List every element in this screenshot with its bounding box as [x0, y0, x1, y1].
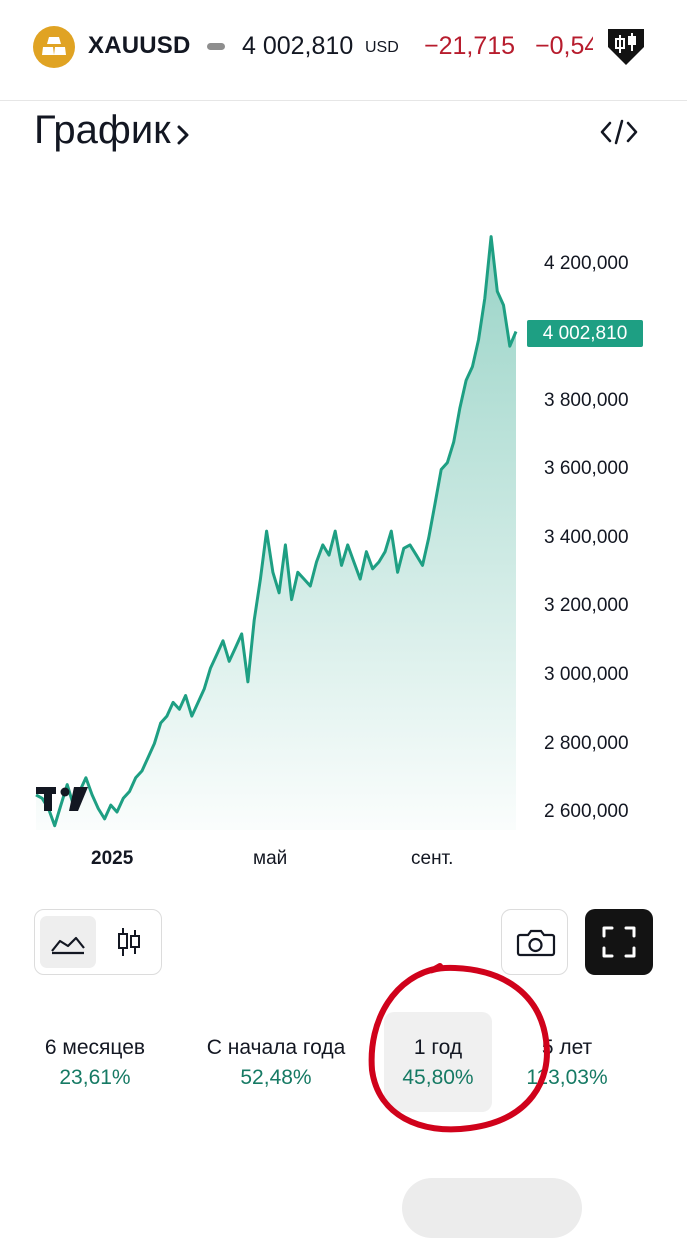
chart-style-switcher [34, 909, 162, 975]
current-price: 4 002,810 [242, 32, 354, 60]
area-chart-button[interactable] [40, 916, 96, 968]
price-area-fill [36, 236, 516, 831]
symbol-name[interactable]: XAUUSD [88, 32, 191, 59]
price-line [35, 235, 518, 828]
y-tick: 2 800,000 [544, 733, 629, 754]
price-change-percent: −0,54 [535, 32, 593, 60]
camera-icon [516, 929, 556, 957]
screenshot-button[interactable] [501, 909, 568, 975]
period-label: 6 месяцев [44, 1036, 146, 1059]
candles-chart-button[interactable] [101, 916, 157, 968]
symbol-header: XAUUSD 4 002,810 USD −21,715 −0,54 [0, 0, 687, 101]
price-chart[interactable] [0, 0, 687, 900]
period-label: 5 лет [541, 1036, 593, 1059]
y-tick: 3 800,000 [544, 390, 629, 411]
chevron-right-icon[interactable] [176, 124, 190, 151]
period-1-year[interactable]: 1 год 45,80% [384, 1012, 492, 1112]
x-tick: 2025 [91, 848, 134, 869]
period-label: 1 год [413, 1036, 463, 1059]
y-tick: 2 600,000 [544, 801, 629, 822]
period-ytd[interactable]: С начала года 52,48% [190, 1012, 362, 1112]
price-change: −21,715 [424, 32, 516, 60]
period-change: 113,03% [526, 1066, 608, 1089]
y-tick: 4 200,000 [544, 253, 629, 274]
y-tick: 3 600,000 [544, 458, 629, 479]
period-label: С начала года [206, 1036, 346, 1059]
candles-icon[interactable] [606, 25, 646, 74]
period-change: 45,80% [402, 1066, 474, 1089]
fullscreen-button[interactable] [585, 909, 653, 975]
fullscreen-icon [602, 926, 636, 958]
code-embed-icon[interactable] [600, 118, 638, 151]
chart-section-title[interactable]: График [34, 108, 171, 152]
bottom-action-pill[interactable] [402, 1178, 582, 1238]
x-tick: май [253, 848, 288, 869]
gold-bars-icon [33, 26, 75, 68]
period-change: 52,48% [240, 1066, 312, 1089]
currency-label: USD [365, 39, 399, 56]
x-tick: сент. [411, 848, 454, 869]
tradingview-logo[interactable] [36, 786, 90, 817]
y-tick: 3 000,000 [544, 664, 629, 685]
period-change: 23,61% [59, 1066, 131, 1089]
market-status-dash [207, 43, 225, 50]
period-5-years[interactable]: 5 лет 113,03% [512, 1012, 622, 1112]
candlestick-icon [118, 928, 140, 956]
period-6-months[interactable]: 6 месяцев 23,61% [20, 1012, 170, 1112]
area-chart-icon [51, 936, 85, 955]
y-tick: 3 400,000 [544, 527, 629, 548]
y-tick: 3 200,000 [544, 595, 629, 616]
last-price-tag: 4 002,810 [527, 320, 643, 347]
